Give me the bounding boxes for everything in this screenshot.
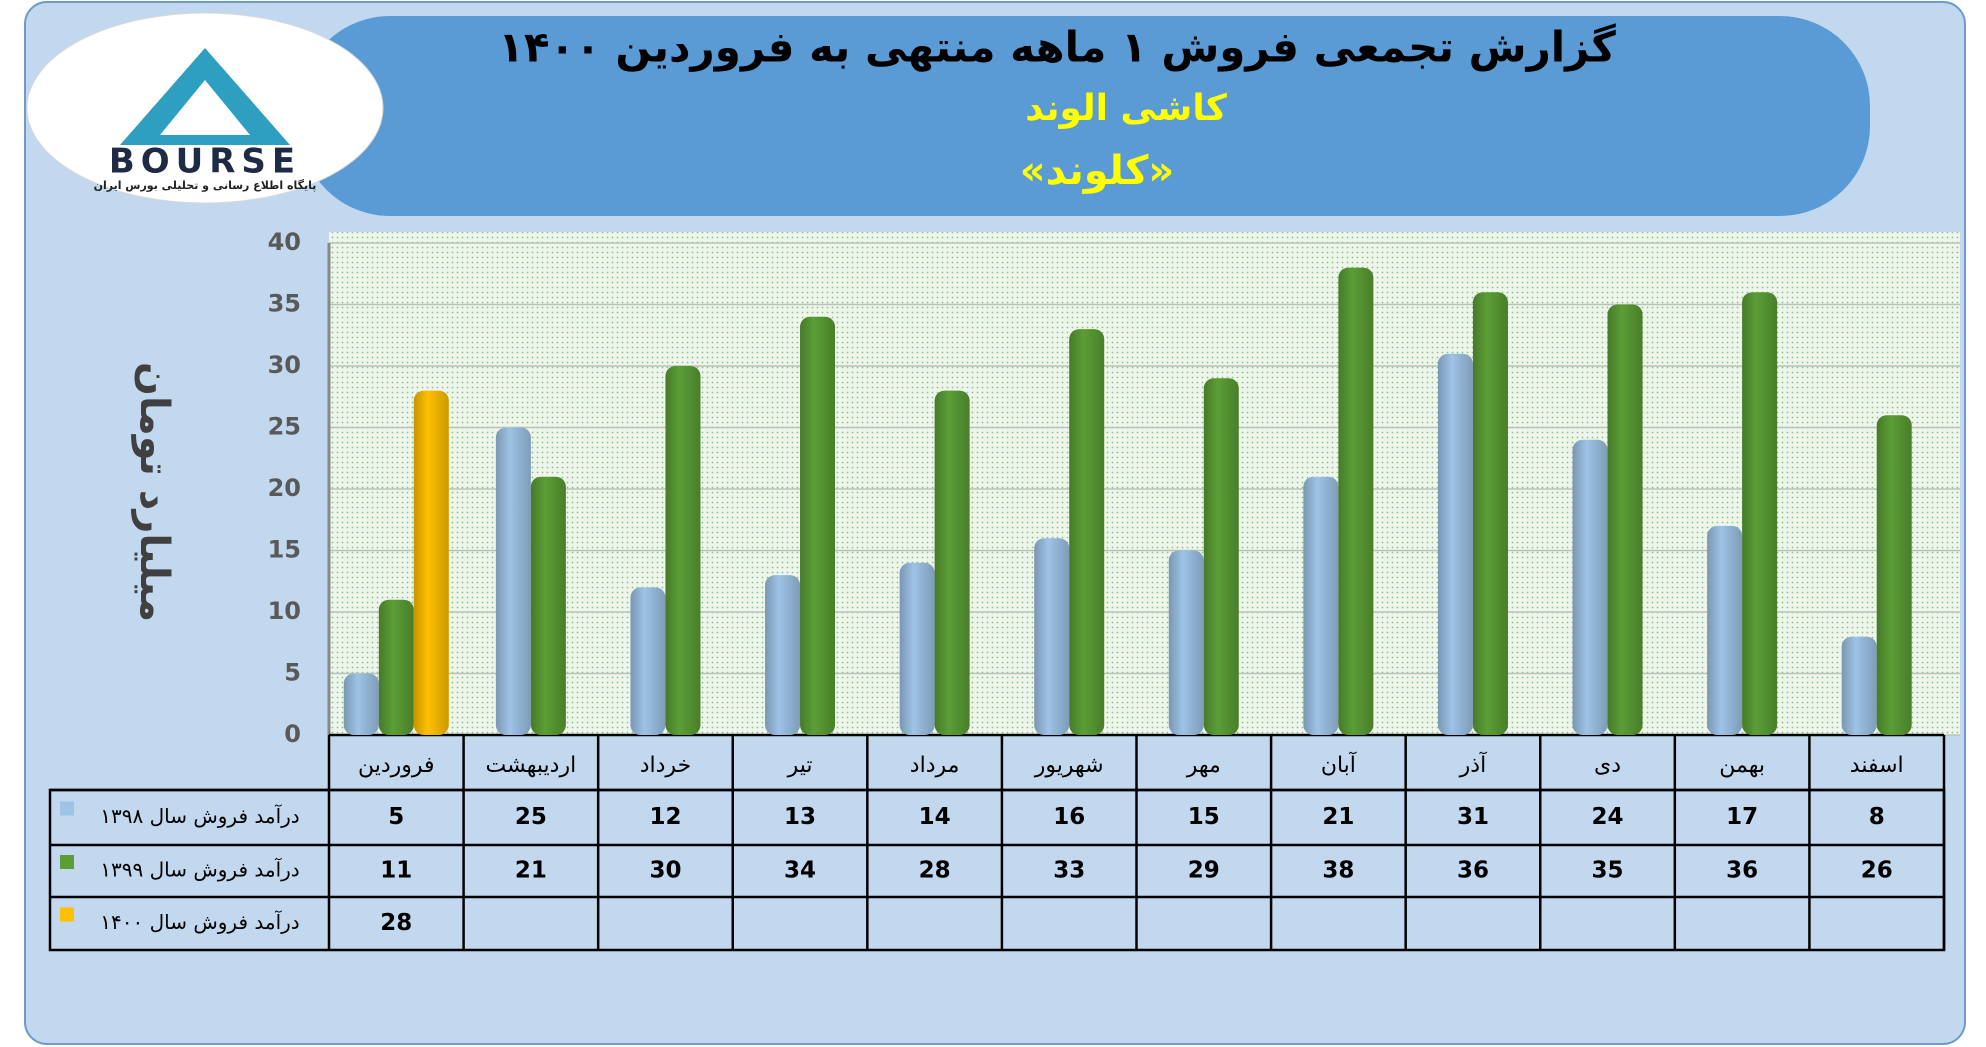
y-tick-label: 15 xyxy=(268,536,301,564)
legend-label: درآمد فروش سال ۱۳۹۸ xyxy=(100,803,299,828)
bar xyxy=(1876,415,1912,735)
table-value: 31 xyxy=(1457,804,1489,830)
x-tick-label: تیر xyxy=(787,753,813,778)
bar xyxy=(495,427,531,735)
x-tick-label: شهریور xyxy=(1034,753,1104,778)
x-tick-label: اسفند xyxy=(1850,753,1904,778)
y-tick-label: 5 xyxy=(284,659,301,687)
bar xyxy=(630,587,666,735)
table-value: 16 xyxy=(1053,804,1085,830)
table-value: 21 xyxy=(515,858,547,884)
bar xyxy=(800,316,836,735)
chart-symbol: «کلوند» xyxy=(1020,148,1174,194)
table-value: 13 xyxy=(784,804,816,830)
table-value: 38 xyxy=(1322,858,1354,884)
logo-tagline: پایگاه اطلاع رسانی و تحلیلی بورس ایران xyxy=(94,179,317,192)
table-value: 5 xyxy=(388,804,404,830)
bar xyxy=(530,476,566,735)
table-value: 12 xyxy=(649,804,681,830)
bar xyxy=(1607,304,1643,735)
bar xyxy=(1472,292,1508,735)
y-tick-label: 35 xyxy=(268,290,301,318)
table-value: 8 xyxy=(1869,804,1885,830)
bar xyxy=(1069,329,1105,735)
x-tick-label: آبان xyxy=(1321,751,1357,778)
bar xyxy=(1707,525,1743,735)
x-tick-label: مهر xyxy=(1186,753,1221,778)
chart-title: گزارش تجمعی فروش ۱ ماهه منتهی به فروردین… xyxy=(498,23,1616,73)
table-value: 28 xyxy=(919,858,951,884)
x-tick-label: اردیبهشت xyxy=(486,753,577,778)
x-tick-label: فروردین xyxy=(358,753,435,778)
table-value: 11 xyxy=(380,858,412,884)
x-tick-label: بهمن xyxy=(1719,753,1765,778)
table-value: 28 xyxy=(380,910,412,936)
y-tick-label: 25 xyxy=(268,413,301,441)
y-axis-label: میلیارد تومان xyxy=(131,362,177,622)
y-tick-label: 20 xyxy=(268,474,301,502)
bar xyxy=(1168,550,1204,735)
bar xyxy=(1437,353,1473,735)
chart-subtitle: کاشی الوند xyxy=(1025,88,1227,129)
y-tick-label: 0 xyxy=(284,720,301,748)
table-value: 17 xyxy=(1726,804,1758,830)
y-tick-label: 30 xyxy=(268,351,301,379)
bar xyxy=(899,562,935,735)
bar xyxy=(1303,476,1339,735)
table-value: 35 xyxy=(1592,858,1624,884)
legend-label: درآمد فروش سال ۱۴۰۰ xyxy=(100,909,299,934)
table-value: 36 xyxy=(1726,858,1758,884)
bar xyxy=(413,390,449,735)
table-value: 26 xyxy=(1861,858,1893,884)
table-value: 36 xyxy=(1457,858,1489,884)
table-value: 21 xyxy=(1322,804,1354,830)
x-tick-label: آذر xyxy=(1459,751,1487,778)
table-value: 34 xyxy=(784,858,816,884)
bar xyxy=(765,575,801,735)
table-value: 25 xyxy=(515,804,547,830)
x-tick-label: مرداد xyxy=(910,753,960,778)
table-value: 15 xyxy=(1188,804,1220,830)
legend-swatch xyxy=(60,907,74,922)
bar xyxy=(1742,292,1778,735)
y-tick-label: 10 xyxy=(268,597,301,625)
legend-swatch xyxy=(60,855,74,869)
bar xyxy=(1203,378,1239,735)
header-banner xyxy=(300,16,1870,216)
logo-mark xyxy=(160,80,250,135)
bar xyxy=(665,366,701,735)
bar xyxy=(1572,439,1608,735)
bar xyxy=(1841,636,1877,735)
legend-swatch xyxy=(60,801,74,816)
plot-area xyxy=(329,232,1960,735)
bar xyxy=(378,599,414,735)
bar xyxy=(343,673,379,735)
bar xyxy=(1338,267,1374,735)
table-value: 33 xyxy=(1053,858,1085,884)
table-value: 14 xyxy=(919,804,951,830)
table-value: 29 xyxy=(1188,858,1220,884)
legend-label: درآمد فروش سال ۱۳۹۹ xyxy=(100,857,299,882)
x-tick-label: دی xyxy=(1594,753,1621,778)
y-tick-label: 40 xyxy=(268,228,301,256)
x-tick-label: خرداد xyxy=(640,753,691,778)
logo-name: BOURSE xyxy=(109,142,301,182)
bar xyxy=(1034,538,1070,735)
table-value: 24 xyxy=(1592,804,1624,830)
bar xyxy=(934,390,970,735)
table-value: 30 xyxy=(649,858,681,884)
